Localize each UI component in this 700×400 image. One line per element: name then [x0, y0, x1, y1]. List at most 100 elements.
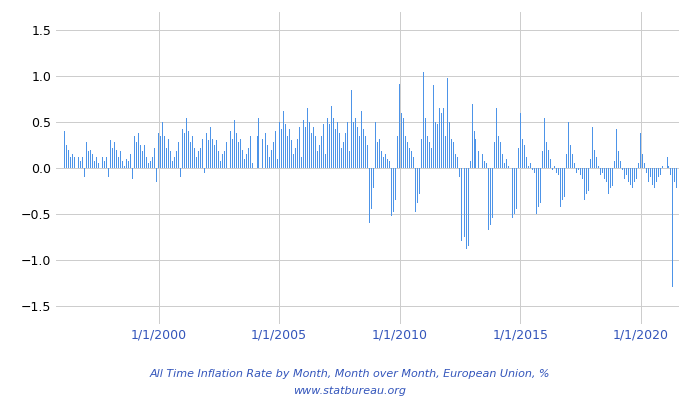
Bar — [474, 131, 475, 168]
Bar — [588, 168, 589, 191]
Bar — [297, 139, 298, 168]
Bar — [365, 136, 366, 168]
Bar — [411, 152, 412, 168]
Bar — [441, 113, 442, 168]
Bar — [459, 168, 461, 177]
Bar — [491, 168, 493, 218]
Bar — [381, 152, 382, 168]
Bar — [154, 148, 155, 168]
Bar — [246, 154, 247, 168]
Bar — [634, 168, 636, 182]
Bar — [530, 164, 531, 168]
Bar — [102, 157, 103, 168]
Bar — [666, 157, 668, 168]
Bar — [321, 136, 322, 168]
Bar — [640, 133, 641, 168]
Bar — [447, 78, 449, 168]
Bar — [120, 152, 121, 168]
Bar — [198, 152, 200, 168]
Bar — [395, 168, 396, 200]
Bar — [594, 150, 595, 168]
Bar — [616, 130, 617, 168]
Bar — [552, 168, 553, 170]
Bar — [96, 157, 97, 168]
Bar — [638, 164, 639, 168]
Bar — [678, 168, 680, 191]
Bar — [202, 139, 203, 168]
Bar — [359, 136, 360, 168]
Bar — [403, 118, 404, 168]
Bar — [371, 168, 372, 209]
Bar — [98, 164, 99, 168]
Bar — [184, 133, 186, 168]
Bar — [676, 168, 678, 188]
Bar — [301, 157, 302, 168]
Bar — [383, 157, 384, 168]
Bar — [234, 120, 235, 168]
Bar — [477, 152, 479, 168]
Bar — [433, 86, 434, 168]
Bar — [602, 168, 603, 172]
Bar — [200, 148, 201, 168]
Bar — [148, 164, 149, 168]
Bar — [238, 142, 239, 168]
Bar — [271, 150, 272, 168]
Bar — [586, 168, 587, 194]
Bar — [318, 145, 320, 168]
Bar — [128, 161, 129, 168]
Bar — [339, 133, 340, 168]
Bar — [226, 142, 228, 168]
Bar — [443, 108, 444, 168]
Bar — [113, 142, 115, 168]
Bar — [598, 166, 599, 168]
Bar — [285, 124, 286, 168]
Bar — [190, 142, 191, 168]
Bar — [508, 166, 509, 168]
Bar — [220, 161, 221, 168]
Bar — [323, 124, 324, 168]
Bar — [134, 136, 135, 168]
Bar — [680, 168, 682, 177]
Bar — [240, 139, 241, 168]
Bar — [632, 168, 634, 188]
Bar — [357, 127, 358, 168]
Bar — [393, 168, 394, 212]
Bar — [592, 127, 593, 168]
Bar — [304, 127, 306, 168]
Bar — [68, 150, 69, 168]
Bar — [283, 111, 284, 168]
Bar — [216, 140, 217, 168]
Bar — [170, 152, 171, 168]
Bar — [421, 139, 422, 168]
Bar — [550, 159, 551, 168]
Text: www.statbureau.org: www.statbureau.org — [293, 386, 407, 396]
Bar — [317, 152, 318, 168]
Bar — [204, 168, 205, 172]
Bar — [196, 157, 197, 168]
Bar — [449, 122, 451, 168]
Bar — [349, 152, 350, 168]
Bar — [351, 90, 352, 168]
Bar — [661, 168, 662, 175]
Bar — [624, 168, 625, 179]
Bar — [116, 150, 117, 168]
Bar — [104, 161, 105, 168]
Bar — [132, 168, 133, 179]
Bar — [288, 130, 290, 168]
Bar — [210, 127, 211, 168]
Bar — [431, 148, 432, 168]
Bar — [88, 152, 89, 168]
Bar — [130, 154, 131, 168]
Bar — [570, 145, 571, 168]
Bar — [445, 136, 447, 168]
Bar — [313, 127, 314, 168]
Bar — [475, 139, 477, 168]
Bar — [355, 118, 356, 168]
Bar — [584, 168, 585, 200]
Bar — [614, 161, 615, 168]
Bar — [329, 124, 330, 168]
Bar — [429, 142, 430, 168]
Bar — [176, 152, 177, 168]
Bar — [536, 168, 537, 214]
Bar — [606, 168, 607, 182]
